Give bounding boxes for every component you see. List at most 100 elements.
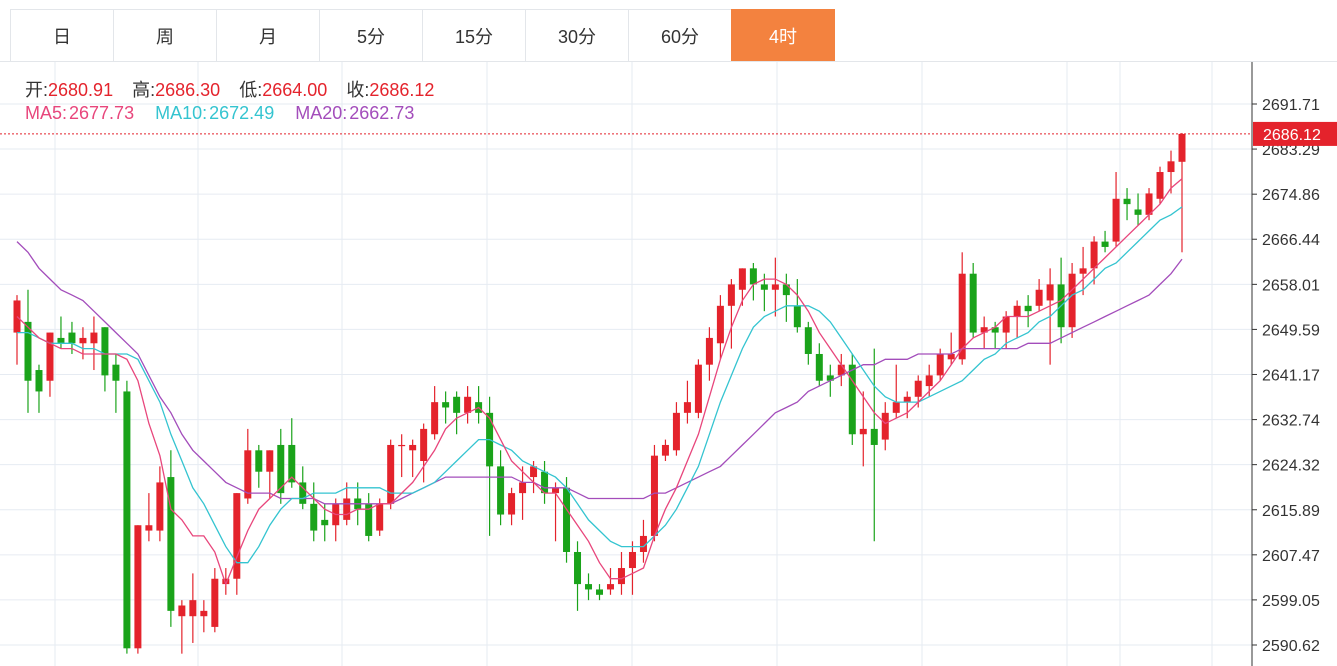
candle-body [903, 396, 911, 403]
candle-body [1145, 193, 1153, 215]
y-tick-label: 2658.01 [1262, 277, 1320, 294]
candle-body [837, 364, 845, 376]
tab-30min[interactable]: 30分 [525, 9, 629, 62]
candle-body [189, 600, 197, 617]
ma20-label: MA20: [295, 103, 348, 123]
ma5-label: MA5: [25, 103, 68, 123]
y-tick-label: 2607.47 [1262, 548, 1320, 565]
tab-month[interactable]: 月 [216, 9, 320, 62]
tab-week[interactable]: 周 [113, 9, 217, 62]
candle-body [156, 482, 164, 531]
candle-body [859, 428, 867, 435]
last-price-tag [1253, 121, 1337, 146]
candle-body [1035, 289, 1043, 306]
candle-body [508, 493, 516, 515]
low-label: 低: [239, 80, 263, 100]
candle-body [1079, 268, 1087, 274]
candle-body [233, 493, 241, 579]
open-value: 2680.91 [48, 80, 114, 100]
open-label: 开: [25, 80, 49, 100]
candle-body [266, 450, 274, 472]
candle-body [409, 444, 417, 451]
tab-15min[interactable]: 15分 [422, 9, 526, 62]
y-tick-label: 2590.62 [1262, 638, 1320, 655]
y-tick-label: 2599.05 [1262, 593, 1320, 610]
candle-body [958, 273, 966, 360]
candle-body [288, 444, 296, 483]
candle-body [541, 471, 549, 494]
high-value: 2686.30 [155, 80, 221, 100]
candle-body [35, 370, 43, 392]
candle-body [606, 584, 614, 590]
candle-body [639, 535, 647, 552]
candle-body [519, 482, 527, 494]
candle-body [1068, 273, 1076, 328]
candle-body [442, 402, 450, 408]
candle-body [980, 327, 988, 333]
candlestick-chart[interactable]: 2691.71 2683.29 2674.86 2666.44 2658.01 2649.… [0, 62, 1337, 666]
candle-body [650, 455, 658, 536]
candle-body [716, 305, 724, 344]
candle-body [563, 487, 571, 552]
y-tick-label: 2624.32 [1262, 458, 1320, 475]
y-tick-label: 2649.59 [1262, 322, 1320, 339]
candle-body [497, 466, 505, 515]
candle-body [596, 589, 603, 595]
candle-body [24, 321, 32, 381]
candle-body [431, 402, 439, 435]
candle-body [574, 551, 582, 585]
low-value: 2664.00 [262, 80, 328, 100]
candle-body [112, 364, 120, 381]
candle-body [694, 364, 702, 413]
candle-body [101, 327, 109, 376]
candle-body [464, 396, 472, 413]
candle-body [826, 375, 834, 381]
candle-body [892, 402, 900, 413]
candle-body [57, 337, 65, 344]
ma10-value: 2672.49 [209, 103, 275, 123]
candle-body [1101, 241, 1109, 247]
candle-body [870, 428, 878, 445]
candle-body [1112, 198, 1120, 242]
candle-body [376, 503, 384, 531]
candle-body [947, 353, 955, 360]
candle-body [200, 610, 208, 617]
candle-body [145, 525, 153, 531]
tab-4hour[interactable]: 4时 [731, 9, 835, 62]
candle-body [244, 450, 252, 499]
candle-body [991, 327, 999, 333]
last-price-tag-label: 2686.12 [1263, 127, 1321, 144]
y-tick-label: 2632.74 [1262, 413, 1320, 430]
candle-body [552, 487, 560, 494]
tab-60min[interactable]: 60分 [628, 9, 732, 62]
candle-body [277, 444, 285, 494]
ma5-line [16, 178, 1183, 586]
ma20-value: 2662.73 [349, 103, 415, 123]
candle-body [343, 498, 351, 520]
candle-body [1156, 172, 1164, 199]
y-tick-label: 2641.17 [1262, 367, 1320, 384]
candle-body [321, 519, 329, 526]
y-tick-label: 2666.44 [1262, 232, 1320, 249]
candle-body [255, 450, 263, 472]
candle-body [782, 284, 790, 296]
tabs-divider [0, 61, 1337, 62]
candle-body [760, 284, 768, 290]
candle-body [848, 364, 856, 435]
candle-body [936, 353, 944, 376]
tab-5min[interactable]: 5分 [319, 9, 423, 62]
candle-body [1123, 198, 1131, 205]
candle-body [134, 525, 142, 649]
ma10-line [17, 206, 1183, 564]
candle-body [815, 353, 823, 381]
candle-body [299, 482, 307, 504]
candle-body [672, 412, 680, 451]
candle-body [1046, 284, 1054, 301]
candle-body [1002, 316, 1010, 333]
candle-body [79, 337, 87, 344]
tab-day[interactable]: 日 [10, 9, 114, 62]
candle-body [881, 412, 889, 440]
candle-body [178, 605, 186, 617]
candle-body [1134, 209, 1142, 215]
candle-body [1167, 161, 1175, 173]
